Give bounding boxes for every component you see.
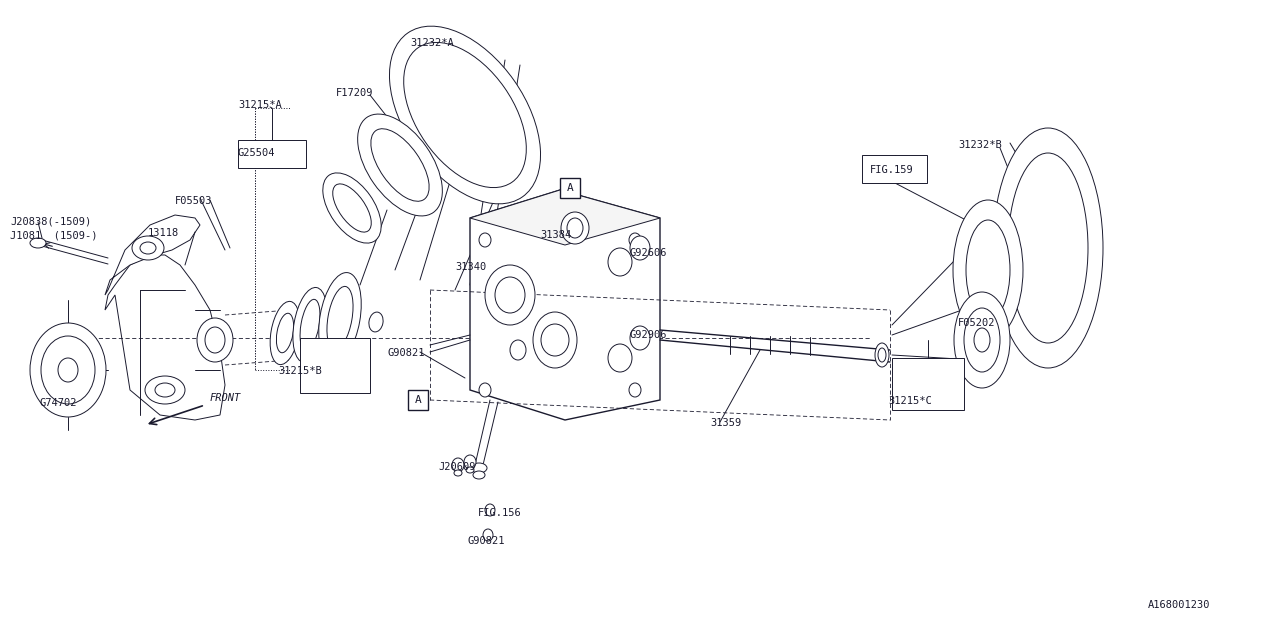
Ellipse shape	[403, 42, 526, 188]
Ellipse shape	[1009, 153, 1088, 343]
Ellipse shape	[993, 128, 1103, 368]
Ellipse shape	[541, 324, 570, 356]
Text: A: A	[415, 395, 421, 405]
Bar	[238, 140, 306, 168]
Ellipse shape	[197, 318, 233, 362]
Text: 31384: 31384	[540, 230, 571, 240]
Ellipse shape	[876, 343, 890, 367]
Polygon shape	[470, 190, 660, 420]
Polygon shape	[105, 215, 200, 295]
Text: G92606: G92606	[630, 248, 667, 258]
Ellipse shape	[270, 301, 300, 365]
Text: FRONT: FRONT	[210, 393, 241, 403]
Ellipse shape	[479, 233, 492, 247]
Ellipse shape	[132, 236, 164, 260]
Text: FIG.156: FIG.156	[477, 508, 522, 518]
Ellipse shape	[479, 383, 492, 397]
Ellipse shape	[326, 287, 353, 349]
Ellipse shape	[29, 238, 46, 248]
Polygon shape	[470, 190, 660, 245]
Ellipse shape	[276, 313, 293, 353]
Polygon shape	[105, 255, 225, 420]
Bar	[300, 338, 370, 393]
Ellipse shape	[954, 292, 1010, 388]
Ellipse shape	[532, 312, 577, 368]
Text: A: A	[567, 183, 573, 193]
Ellipse shape	[561, 212, 589, 244]
FancyBboxPatch shape	[561, 178, 580, 198]
Text: F05503: F05503	[175, 196, 212, 206]
Text: G92906: G92906	[630, 330, 667, 340]
Ellipse shape	[608, 248, 632, 276]
Text: G90821: G90821	[388, 348, 425, 358]
Text: 31232*A: 31232*A	[410, 38, 453, 48]
Ellipse shape	[333, 184, 371, 232]
Ellipse shape	[485, 265, 535, 325]
Text: 31359: 31359	[710, 418, 741, 428]
Ellipse shape	[205, 327, 225, 353]
Ellipse shape	[509, 340, 526, 360]
Text: 31232*B: 31232*B	[957, 140, 1002, 150]
Ellipse shape	[300, 300, 320, 351]
Ellipse shape	[483, 529, 493, 541]
Ellipse shape	[485, 504, 495, 516]
Ellipse shape	[145, 376, 186, 404]
Ellipse shape	[371, 129, 429, 201]
Ellipse shape	[466, 467, 474, 473]
Ellipse shape	[454, 470, 462, 476]
Text: 13118: 13118	[148, 228, 179, 238]
Ellipse shape	[29, 323, 106, 417]
Ellipse shape	[608, 344, 632, 372]
Ellipse shape	[567, 218, 582, 238]
Text: FIG.159: FIG.159	[870, 165, 914, 175]
Text: G74702: G74702	[40, 398, 78, 408]
Ellipse shape	[974, 328, 989, 352]
Text: A168001230: A168001230	[1148, 600, 1211, 610]
Text: J20838(-1509): J20838(-1509)	[10, 216, 91, 226]
Ellipse shape	[293, 287, 328, 362]
Text: J20609: J20609	[438, 462, 475, 472]
Ellipse shape	[628, 233, 641, 247]
Ellipse shape	[495, 277, 525, 313]
Ellipse shape	[630, 236, 650, 260]
Ellipse shape	[323, 173, 381, 243]
Text: F17209: F17209	[335, 88, 374, 98]
Bar	[892, 358, 964, 410]
Ellipse shape	[471, 463, 486, 473]
Text: 31215*A: 31215*A	[238, 100, 282, 110]
Ellipse shape	[964, 308, 1000, 372]
Ellipse shape	[465, 455, 476, 469]
Ellipse shape	[369, 312, 383, 332]
Ellipse shape	[628, 383, 641, 397]
Ellipse shape	[58, 358, 78, 382]
Ellipse shape	[878, 348, 886, 362]
Text: 31215*B: 31215*B	[278, 366, 321, 376]
Text: G25504: G25504	[238, 148, 275, 158]
Ellipse shape	[474, 471, 485, 479]
Ellipse shape	[630, 326, 650, 350]
Text: 31215*C: 31215*C	[888, 396, 932, 406]
Ellipse shape	[140, 242, 156, 254]
Ellipse shape	[357, 114, 443, 216]
Text: F05202: F05202	[957, 318, 996, 328]
Bar	[861, 155, 927, 183]
Ellipse shape	[954, 200, 1023, 340]
Ellipse shape	[319, 273, 361, 364]
Ellipse shape	[966, 220, 1010, 320]
FancyBboxPatch shape	[408, 390, 428, 410]
Text: 31340: 31340	[454, 262, 486, 272]
Text: J1081  (1509-): J1081 (1509-)	[10, 230, 97, 240]
Ellipse shape	[155, 383, 175, 397]
Ellipse shape	[41, 336, 95, 404]
Ellipse shape	[452, 458, 465, 472]
Text: G90821: G90821	[468, 536, 506, 546]
Ellipse shape	[389, 26, 540, 204]
